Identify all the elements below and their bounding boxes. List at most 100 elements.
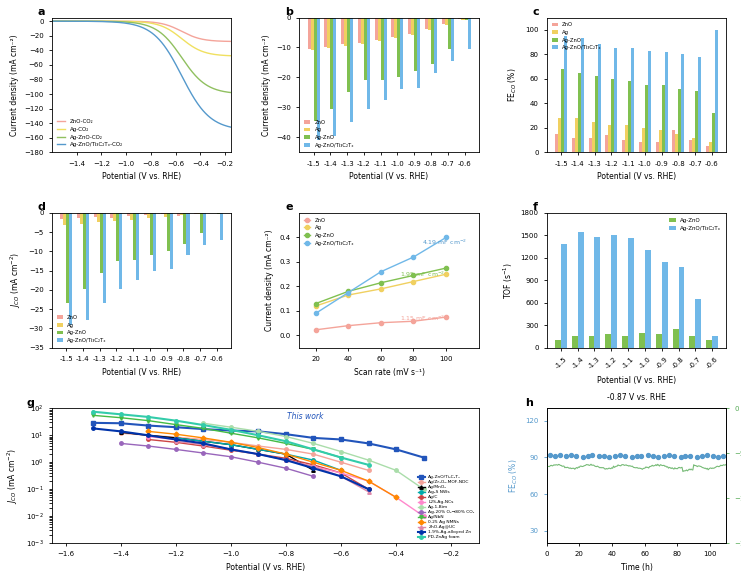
- Bar: [217, 213, 220, 214]
- Ag: [442, 271, 451, 278]
- Bar: [99, 213, 102, 273]
- ZnO-CO₂: [47, 18, 56, 25]
- 1.9%-Ag-alloyed Zn: [116, 428, 125, 435]
- Text: e: e: [285, 202, 293, 212]
- Point: [571, 451, 582, 461]
- Bar: [102, 213, 106, 304]
- Ag-1-Bim: [199, 420, 207, 427]
- Ag/MnO₂: [309, 467, 318, 474]
- Bar: [662, 85, 665, 152]
- Bar: [181, 213, 184, 215]
- ZnO: [442, 314, 451, 321]
- Text: This work: This work: [287, 412, 323, 421]
- ZnO-Ag@UC: [282, 457, 290, 464]
- Ag₂S NWs: [199, 438, 207, 445]
- X-axis label: Potential (V vs. RHE): Potential (V vs. RHE): [597, 172, 676, 181]
- Bar: [200, 213, 203, 234]
- Bar: [341, 18, 344, 44]
- Bar: [648, 51, 651, 152]
- 1.9%-Ag-alloyed Zn: [199, 440, 207, 447]
- Line: 0.25 Ag NMNs: 0.25 Ag NMNs: [147, 430, 398, 499]
- 1.9%-Ag-alloyed Zn: [144, 432, 153, 439]
- 0.25 Ag NMNs: [254, 444, 263, 451]
- Point: [663, 450, 675, 460]
- Ag/NbN: [144, 417, 153, 424]
- Bar: [622, 140, 625, 152]
- Bar: [558, 118, 561, 152]
- ZnO: [311, 326, 320, 333]
- Text: f: f: [533, 202, 537, 212]
- Bar: [408, 18, 411, 34]
- Bar: [428, 18, 431, 30]
- X-axis label: Potential (V vs. RHE): Potential (V vs. RHE): [597, 376, 676, 384]
- Y-axis label: TOF (s$^{-1}$): TOF (s$^{-1}$): [502, 262, 515, 299]
- Ag-1-Bim: [392, 467, 401, 474]
- L2S-Ag-NCs: [282, 457, 290, 464]
- Bar: [425, 18, 428, 30]
- Bar: [695, 91, 698, 152]
- Point: [658, 451, 670, 461]
- Point: [647, 451, 659, 461]
- Bar: [110, 213, 113, 218]
- PD-ZnAg foam: [144, 413, 153, 420]
- Point: [674, 453, 686, 462]
- Bar: [712, 336, 718, 347]
- Ag-ZnO/Ti₃C₂Tₓ-CO₂: [227, 124, 236, 131]
- PD-ZnAg foam: [227, 426, 236, 433]
- Bar: [203, 213, 206, 245]
- Bar: [325, 18, 328, 47]
- PD-ZnAg foam: [89, 408, 98, 415]
- ZnO-Ag@UC: [171, 438, 180, 445]
- Bar: [83, 213, 86, 289]
- Ag-ZnO-CO₂: [154, 27, 163, 34]
- PD-ZnAg foam: [282, 438, 290, 445]
- Bar: [689, 140, 692, 152]
- Ag/MnO₂: [144, 432, 153, 439]
- Ag/NbN: [89, 412, 98, 419]
- Ag-ZnO/Ti₃C₂Tₓ: [409, 253, 418, 260]
- Line: ZnO-CO₂: ZnO-CO₂: [52, 21, 231, 41]
- Bar: [86, 213, 89, 320]
- ZnO-CO₂: [154, 19, 163, 26]
- Bar: [628, 238, 634, 347]
- Ag/Zr₄O₈-MOF-NDC: [227, 439, 236, 446]
- Legend: ZnO, Ag, Ag-ZnO, Ag-ZnO/Ti₃C₂Tₓ: ZnO, Ag, Ag-ZnO, Ag-ZnO/Ti₃C₂Tₓ: [302, 215, 356, 248]
- Bar: [572, 138, 575, 152]
- 1.9%-Ag-alloyed Zn: [171, 436, 180, 443]
- Ag: [311, 303, 320, 310]
- Ag-ZnO/Ti₃C₂Tₓ: [282, 430, 290, 437]
- Point: [685, 451, 697, 461]
- Bar: [364, 18, 367, 81]
- Line: Ag/NbN: Ag/NbN: [91, 413, 343, 459]
- Bar: [391, 18, 394, 37]
- Ag-ZnO-CO₂: [210, 85, 219, 92]
- Bar: [614, 48, 617, 152]
- Text: a: a: [38, 7, 45, 17]
- ZnO-CO₂: [227, 38, 236, 45]
- Bar: [136, 213, 139, 280]
- ZnO-Ag@UC: [364, 488, 373, 495]
- Bar: [417, 18, 420, 88]
- Bar: [220, 213, 223, 240]
- Ag/Zr₄O₈-MOF-NDC: [364, 467, 373, 474]
- 0.25 Ag NMNs: [336, 467, 345, 474]
- Line: Ag-ZnO: Ag-ZnO: [313, 266, 448, 305]
- Line: Ag₂S NWs: Ag₂S NWs: [174, 436, 343, 472]
- Bar: [361, 18, 364, 44]
- Ag/Zr₄O₈-MOF-NDC: [199, 436, 207, 443]
- Point: [544, 450, 556, 460]
- Bar: [631, 48, 634, 152]
- Ag₂S NWs: [336, 467, 345, 474]
- Bar: [639, 142, 642, 152]
- Bar: [597, 44, 601, 152]
- Point: [598, 451, 610, 461]
- Bar: [468, 18, 471, 49]
- 1.9%-Ag-alloyed Zn: [336, 473, 345, 480]
- ZnO: [409, 318, 418, 325]
- Bar: [642, 128, 645, 152]
- Point: [668, 451, 680, 461]
- Point: [642, 450, 654, 460]
- ZnO-CO₂: [48, 18, 57, 25]
- Bar: [564, 36, 567, 152]
- Bar: [77, 213, 80, 218]
